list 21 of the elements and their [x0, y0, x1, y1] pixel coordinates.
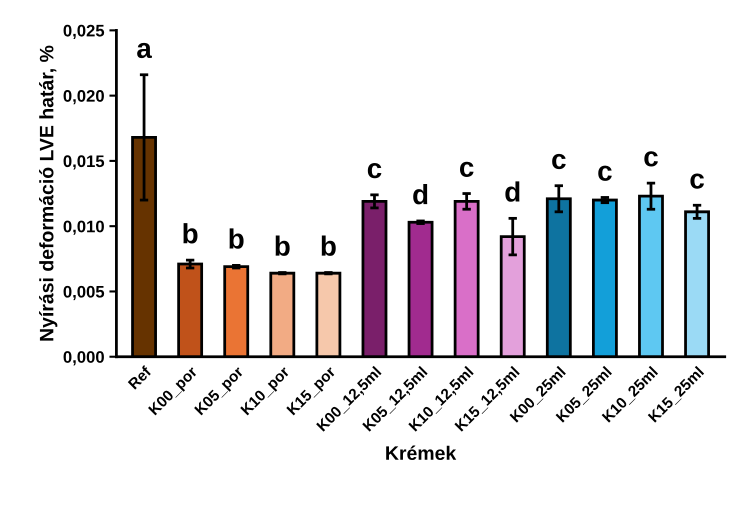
y-tick-label: 0,025: [64, 24, 104, 39]
annotation: d: [505, 181, 520, 202]
annotation: a: [137, 42, 152, 58]
annotation: b: [322, 236, 336, 256]
x-axis-title: Krémek: [386, 446, 456, 460]
y-axis-title: Nyírási deformáció LVE határ, %: [39, 46, 58, 341]
y-tick-label: 0,000: [64, 351, 104, 366]
annotation: b: [276, 236, 290, 256]
annotation: b: [183, 223, 198, 244]
annotation: b: [230, 228, 244, 249]
annotation: d: [413, 184, 428, 204]
annotation: c: [690, 173, 704, 189]
y-tick-label: 0,005: [64, 286, 104, 300]
annotation: c: [460, 162, 474, 177]
annotation: c: [598, 166, 612, 181]
annotation: c: [552, 154, 566, 170]
annotation: c: [368, 163, 382, 178]
y-tick-label: 0,020: [64, 90, 104, 104]
y-tick-label: 0,010: [64, 220, 104, 235]
annotation: c: [644, 151, 658, 166]
y-tick-label: 0,015: [64, 155, 104, 170]
